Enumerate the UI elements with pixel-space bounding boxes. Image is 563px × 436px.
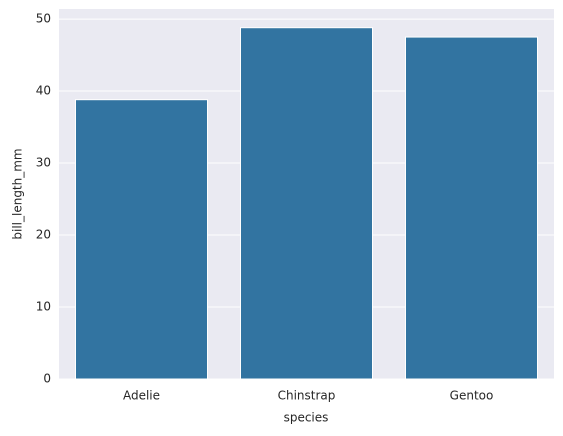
y-tick-label: 10 (36, 300, 51, 314)
bar (240, 27, 373, 380)
x-axis-label: species (284, 411, 329, 425)
y-tick-label: 50 (36, 12, 51, 26)
x-tick-label: Gentoo (450, 389, 494, 403)
y-axis-label: bill_length_mm (11, 148, 25, 239)
marks (75, 27, 538, 380)
y-tick-label: 0 (43, 372, 51, 386)
bar (75, 99, 208, 380)
bar (405, 36, 538, 380)
x-tick-label: Adelie (123, 389, 160, 403)
y-tick-label: 40 (36, 84, 51, 98)
y-tick-label: 30 (36, 156, 51, 170)
y-tick-label: 20 (36, 228, 51, 242)
x-tick-label: Chinstrap (278, 389, 336, 403)
